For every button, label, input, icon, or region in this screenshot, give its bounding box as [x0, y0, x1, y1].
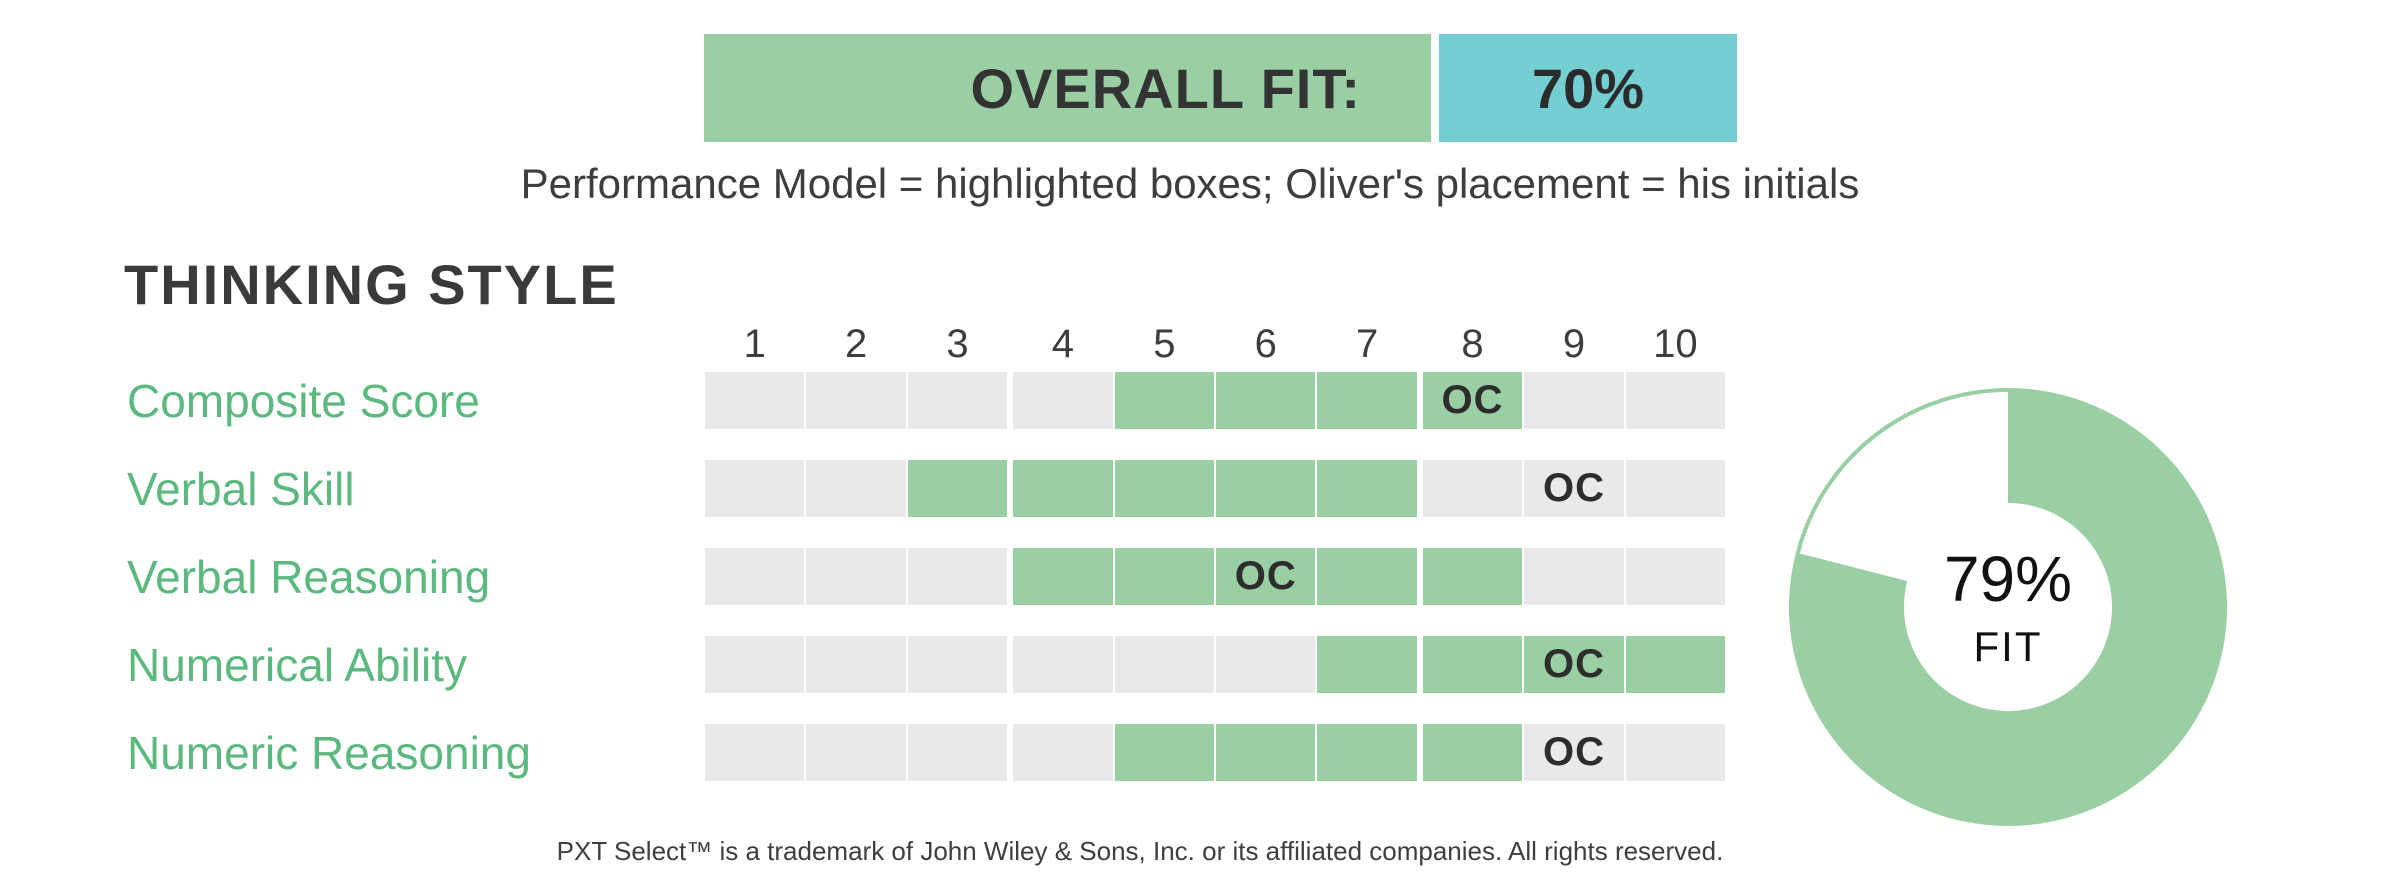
- score-bar: OC: [705, 372, 1726, 429]
- scale-cell: [806, 724, 906, 781]
- scale-cell: [705, 460, 805, 517]
- donut-fit-label: FIT: [1974, 623, 2043, 670]
- performance-model-cell: [1013, 548, 1113, 605]
- scale-tick: 9: [1562, 322, 1586, 366]
- scale-cell: [806, 548, 906, 605]
- scale-cell: [907, 724, 1008, 781]
- performance-model-cell: [1317, 372, 1417, 429]
- donut-remainder-rim: [1795, 388, 2009, 554]
- scale-cell: [1524, 548, 1624, 605]
- performance-model-cell: [1114, 548, 1215, 605]
- scale-tick: 10: [1653, 322, 1698, 366]
- scale-cell: [907, 372, 1008, 429]
- row-label: Composite Score: [127, 374, 480, 427]
- fit-donut-svg: 79% FIT: [1789, 388, 2228, 826]
- scale-tick: 8: [1461, 322, 1484, 366]
- performance-model-cell: [1625, 636, 1726, 693]
- scale-cell: [1013, 636, 1113, 693]
- performance-model-cell: OC: [1422, 372, 1523, 429]
- scale-cell: [1625, 724, 1726, 781]
- performance-model-cell: [1317, 548, 1417, 605]
- scale-tick: 6: [1254, 322, 1277, 366]
- placement-marker: OC: [1542, 466, 1605, 510]
- scale-cell: [705, 636, 805, 693]
- scale-cell: [907, 636, 1008, 693]
- scale-cell: [907, 548, 1008, 605]
- performance-model-cell: [1317, 636, 1417, 693]
- overall-fit-value: 70%: [1531, 56, 1645, 120]
- scale-cell: [806, 372, 906, 429]
- performance-model-cell: [1317, 724, 1417, 781]
- placement-marker: OC: [1542, 642, 1605, 686]
- scale-cell: [1422, 460, 1523, 517]
- donut-percent-label: 79%: [1944, 543, 2072, 615]
- section-title: THINKING STYLE: [124, 253, 619, 316]
- scale-tick: 3: [946, 322, 969, 366]
- row-label: Numeric Reasoning: [127, 726, 531, 779]
- performance-model-cell: [1422, 724, 1523, 781]
- scale-cell: [1114, 636, 1215, 693]
- scale-cell: [705, 548, 805, 605]
- placement-marker: OC: [1234, 554, 1297, 598]
- performance-model-cell: [1114, 460, 1215, 517]
- performance-model-cell: [1422, 636, 1523, 693]
- scale-cell: OC: [1524, 460, 1624, 517]
- score-bar: OC: [705, 548, 1726, 605]
- scale-tick-row: 1 2 3 4 5 6 7 8 9 10: [705, 322, 1725, 368]
- scale-tick: 5: [1153, 322, 1176, 366]
- scale-tick: 4: [1051, 322, 1075, 366]
- performance-model-cell: [1317, 460, 1417, 517]
- donut-filled-slice: [1789, 388, 2228, 826]
- performance-model-cell: [1114, 372, 1215, 429]
- scale-tick: 7: [1356, 322, 1379, 366]
- performance-model-cell: OC: [1216, 548, 1316, 605]
- performance-model-cell: [1216, 372, 1316, 429]
- scale-cell: [1625, 548, 1726, 605]
- scale-cell: [1625, 372, 1726, 429]
- performance-model-cell: [1422, 548, 1523, 605]
- scale-cell: [1013, 372, 1113, 429]
- legend-caption: Performance Model = highlighted boxes; O…: [520, 160, 1860, 207]
- performance-model-cell: [907, 460, 1008, 517]
- performance-model-cell: [1013, 460, 1113, 517]
- placement-marker: OC: [1542, 730, 1605, 774]
- scale-cell: [1013, 724, 1113, 781]
- score-bar: OC: [705, 460, 1726, 517]
- scale-cell: [1524, 372, 1624, 429]
- overall-fit-value-box: 70%: [1439, 34, 1737, 142]
- row-label: Verbal Reasoning: [127, 550, 491, 603]
- scale-tick: 1: [743, 322, 766, 366]
- performance-model-cell: [1114, 724, 1215, 781]
- scale-cell: [806, 636, 906, 693]
- scale-cell: [705, 724, 805, 781]
- score-bar: OC: [705, 636, 1726, 693]
- score-bar: OC: [705, 724, 1726, 781]
- overall-fit-label: OVERALL FIT:: [970, 56, 1361, 120]
- row-label: Numerical Ability: [127, 638, 467, 691]
- scale-cell: [705, 372, 805, 429]
- scale-cell: [1625, 460, 1726, 517]
- performance-model-cell: [1216, 724, 1316, 781]
- scale-cell: [1216, 636, 1316, 693]
- performance-model-cell: OC: [1524, 636, 1624, 693]
- fit-donut-chart: 79% FIT: [1778, 377, 2238, 837]
- trademark-footer: PXT Select™ is a trademark of John Wiley…: [556, 836, 1724, 866]
- scale-tick: 2: [844, 322, 868, 366]
- overall-fit-banner: OVERALL FIT:: [704, 34, 1431, 142]
- performance-model-cell: [1216, 460, 1316, 517]
- scale-cell: [806, 460, 906, 517]
- placement-marker: OC: [1441, 378, 1504, 422]
- row-label: Verbal Skill: [127, 462, 355, 515]
- scale-cell: OC: [1524, 724, 1624, 781]
